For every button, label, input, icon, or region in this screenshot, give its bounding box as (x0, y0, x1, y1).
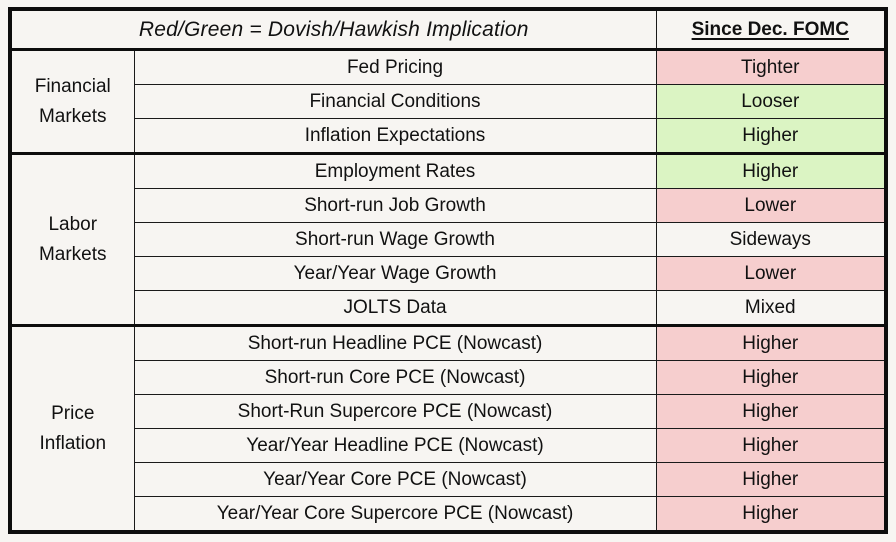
indicator-cell-jolts-data: JOLTS Data (133, 290, 657, 326)
indicator-cell-short-run-core-pce-nowcast: Short-run Core PCE (Nowcast) (133, 360, 657, 395)
value-cell-year-year-headline-pce-nowcast: Higher (655, 428, 887, 463)
value-cell-short-run-headline-pce-nowcast: Higher (655, 324, 887, 361)
header-row: Red/Green = Dovish/Hawkish Implication S… (9, 8, 887, 51)
column-header-label: Since Dec. FOMC (691, 18, 849, 40)
table-body: Financial Markets Fed Pricing Tighter Finan… (9, 48, 887, 533)
indicator-cell-fed-pricing: Fed Pricing (133, 48, 657, 85)
indicator-cell-year-year-core-supercore-pce-nowcast: Year/Year Core Supercore PCE (Nowcast) (133, 496, 657, 533)
indicator-cell-short-run-job-growth: Short-run Job Growth (133, 188, 657, 223)
group-label-price-inflation: Price Inflation (9, 324, 135, 533)
group-label-labor-markets: Labor Markets (9, 152, 135, 326)
table-row-year-year-headline-pce-nowcast: Year/Year Headline PCE (Nowcast) Higher (10, 428, 887, 463)
table-row-fed-pricing: Financial Markets Fed Pricing Tighter (9, 48, 887, 154)
dovish-hawkish-implication-table: Red/Green = Dovish/Hawkish Implication S… (8, 7, 889, 534)
table-row-year-year-core-pce-nowcast: Year/Year Core PCE (Nowcast) Higher (10, 462, 887, 497)
table-title: Red/Green = Dovish/Hawkish Implication (9, 8, 657, 51)
value-cell-year-year-wage-growth: Lower (655, 256, 887, 291)
group-label-financial-markets: Financial Markets (9, 48, 135, 154)
table-row-short-run-wage-growth: Short-run Wage Growth Sideways (10, 222, 887, 257)
indicator-cell-short-run-wage-growth: Short-run Wage Growth (133, 222, 657, 257)
value-cell-financial-conditions: Looser (655, 84, 887, 119)
value-cell-short-run-supercore-pce-nowcast: Higher (655, 394, 887, 429)
value-cell-year-year-core-pce-nowcast: Higher (655, 462, 887, 497)
indicator-cell-year-year-wage-growth: Year/Year Wage Growth (133, 256, 657, 291)
table-row-employment-rates: Labor Markets Employment Rates Higher (9, 152, 887, 326)
value-cell-jolts-data: Mixed (655, 290, 887, 326)
table-row-short-run-core-pce-nowcast: Short-run Core PCE (Nowcast) Higher (10, 360, 887, 395)
value-cell-short-run-wage-growth: Sideways (655, 222, 887, 257)
table-row-jolts-data: JOLTS Data Mixed (10, 290, 887, 326)
table-row-year-year-core-supercore-pce-nowcast: Year/Year Core Supercore PCE (Nowcast) Hi… (10, 496, 887, 533)
indicator-cell-employment-rates: Employment Rates (133, 152, 657, 189)
table-row-short-run-headline-pce-nowcast: Price Inflation Short-run Headline PCE (N… (9, 324, 887, 533)
indicator-cell-short-run-headline-pce-nowcast: Short-run Headline PCE (Nowcast) (133, 324, 657, 361)
table-row-short-run-supercore-pce-nowcast: Short-Run Supercore PCE (Nowcast) Higher (10, 394, 887, 429)
indicator-cell-financial-conditions: Financial Conditions (133, 84, 657, 119)
table-row-financial-conditions: Financial Conditions Looser (10, 84, 887, 119)
column-header-since-dec-fomc: Since Dec. FOMC (655, 8, 887, 51)
table-row-year-year-wage-growth: Year/Year Wage Growth Lower (10, 256, 887, 291)
value-cell-fed-pricing: Tighter (655, 48, 887, 85)
table-row-inflation-expectations: Inflation Expectations Higher (10, 118, 887, 154)
value-cell-inflation-expectations: Higher (655, 118, 887, 154)
table-row-short-run-job-growth: Short-run Job Growth Lower (10, 188, 887, 223)
indicator-cell-year-year-headline-pce-nowcast: Year/Year Headline PCE (Nowcast) (133, 428, 657, 463)
value-cell-short-run-core-pce-nowcast: Higher (655, 360, 887, 395)
indicator-cell-inflation-expectations: Inflation Expectations (133, 118, 657, 154)
value-cell-short-run-job-growth: Lower (655, 188, 887, 223)
indicator-cell-short-run-supercore-pce-nowcast: Short-Run Supercore PCE (Nowcast) (133, 394, 657, 429)
value-cell-employment-rates: Higher (655, 152, 887, 189)
indicator-cell-year-year-core-pce-nowcast: Year/Year Core PCE (Nowcast) (133, 462, 657, 497)
value-cell-year-year-core-supercore-pce-nowcast: Higher (655, 496, 887, 533)
